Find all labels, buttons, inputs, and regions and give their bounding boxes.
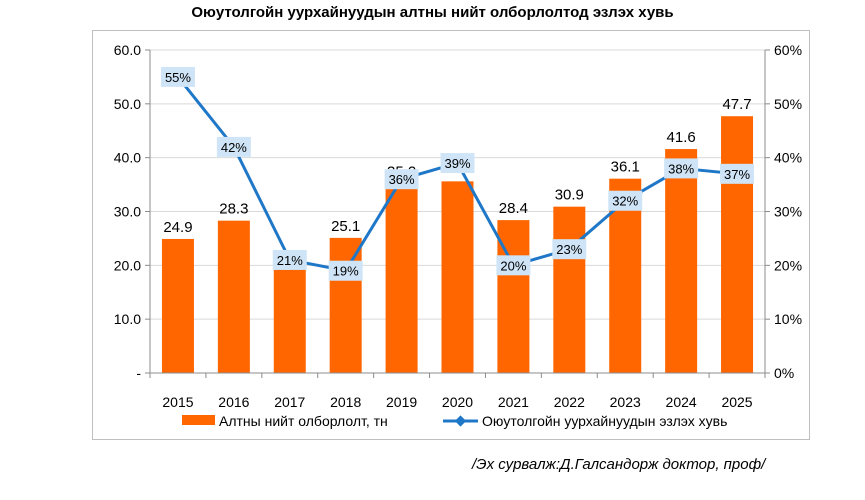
bar [441,181,474,373]
axes: - 0% 10.0 10% 20.0 20% 30.0 30% 40.0 40% 50.0 50% 60… [114,42,802,410]
percent-label-box [552,239,587,260]
percent-label-box [664,158,699,179]
chart-frame [92,30,810,440]
x-tick-label: 2021 [498,394,529,410]
source-note: /Эх сурвалж:Д.Галсандорж доктор, проф/ [472,456,766,473]
percent-label: 36% [389,172,415,187]
legend: Алтны нийт олборлолт, тн Оюутолгойн уурха… [182,413,727,429]
right-tick-label: 0% [774,365,794,381]
data-labels: 24.928.319.625.135.228.430.936.141.647.7… [160,66,755,281]
bar [553,206,586,373]
x-tick-label: 2019 [386,394,417,410]
left-tick-label: 20.0 [114,257,141,273]
x-tick-label: 2022 [554,394,585,410]
x-tick-label: 2025 [721,394,752,410]
bar-value-label: 24.9 [163,219,192,236]
x-tick-label: 2018 [330,394,361,410]
percent-label-box [160,66,195,87]
bar-value-label: 36.1 [611,159,640,176]
bar [329,237,362,373]
legend-bar-swatch [182,415,215,425]
x-tick-label: 2017 [274,394,305,410]
percent-label-box [328,260,363,281]
percent-label: 32% [612,194,638,209]
bar [273,267,306,373]
legend-line-marker [454,415,467,427]
bar [217,220,250,373]
percent-label: 37% [724,167,750,182]
right-tick-label: 50% [774,96,802,112]
percent-label: 23% [556,242,582,257]
x-tick-label: 2020 [442,394,473,410]
left-tick-label: 40.0 [114,150,141,166]
percent-label: 55% [165,70,191,85]
bar-value-label: 47.7 [722,96,751,113]
bar-value-label: 25.1 [331,218,360,235]
bar-series [161,116,754,373]
percent-label: 19% [333,264,359,279]
x-tick-label: 2023 [610,394,641,410]
right-tick-label: 40% [774,150,802,166]
percent-label-box [496,255,531,276]
bar [161,238,194,373]
right-tick-label: 60% [774,42,802,58]
percent-label-box [272,249,307,270]
percent-label-box [384,169,419,190]
percent-label-box [216,136,251,157]
bar-value-label: 28.3 [219,201,248,218]
left-tick-label: 30.0 [114,204,141,220]
left-tick-label: 50.0 [114,96,141,112]
percent-label-box [608,190,643,211]
left-tick-label: 10.0 [114,311,141,327]
x-tick-label: 2024 [666,394,697,410]
bar-value-label: 30.9 [555,187,584,204]
left-tick-label: - [136,365,141,381]
legend-bar-label: Алтны нийт олборлолт, тн [219,413,388,429]
bar [665,149,698,373]
x-tick-label: 2015 [162,394,193,410]
right-tick-label: 30% [774,204,802,220]
bar [385,183,418,373]
bar-value-label: 41.6 [667,129,696,146]
right-tick-label: 20% [774,257,802,273]
right-tick-label: 10% [774,311,802,327]
x-tick-label: 2016 [218,394,249,410]
bar [721,116,754,373]
legend-line-label: Оюутолгойн уурхайнуудын эзлэх хувь [482,413,727,429]
chart-title: Оюутолгойн уурхайнуудын алтны нийт олбор… [191,4,674,21]
bar-value-label: 28.4 [499,200,528,217]
percent-label: 38% [668,161,694,176]
left-tick-label: 60.0 [114,42,141,58]
percent-label: 20% [500,258,526,273]
percent-label: 42% [221,140,247,155]
percent-label: 39% [444,156,470,171]
percent-label-box [720,163,755,184]
percent-label-box [440,153,475,174]
percent-label: 21% [277,253,303,268]
